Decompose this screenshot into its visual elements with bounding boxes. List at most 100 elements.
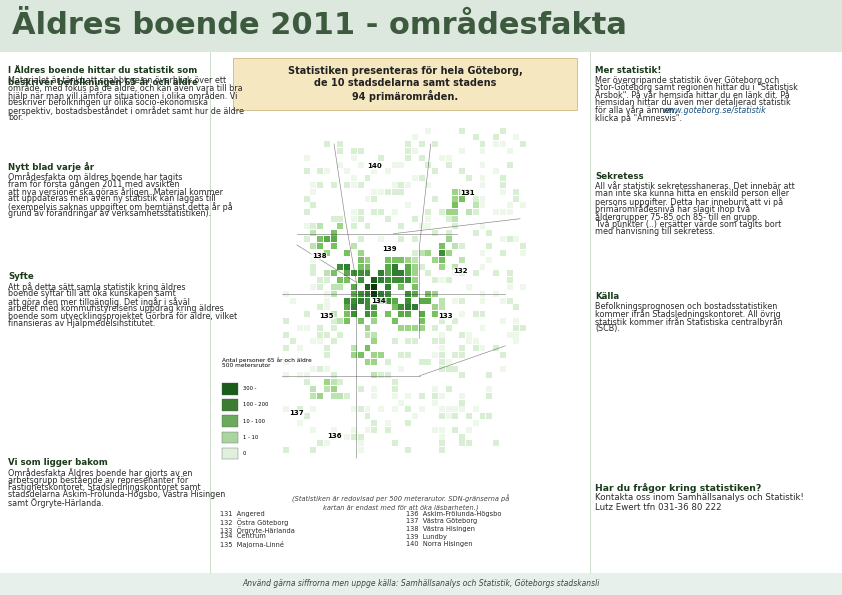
- FancyBboxPatch shape: [452, 414, 458, 419]
- FancyBboxPatch shape: [493, 168, 499, 174]
- FancyBboxPatch shape: [507, 284, 513, 290]
- FancyBboxPatch shape: [378, 155, 384, 161]
- FancyBboxPatch shape: [425, 298, 431, 303]
- FancyBboxPatch shape: [344, 318, 350, 324]
- FancyBboxPatch shape: [425, 128, 431, 134]
- FancyBboxPatch shape: [418, 318, 424, 324]
- FancyBboxPatch shape: [425, 291, 431, 297]
- FancyBboxPatch shape: [500, 128, 506, 134]
- FancyBboxPatch shape: [452, 264, 458, 270]
- FancyBboxPatch shape: [338, 277, 344, 283]
- FancyBboxPatch shape: [459, 400, 465, 406]
- FancyBboxPatch shape: [487, 243, 493, 249]
- FancyBboxPatch shape: [432, 325, 438, 331]
- FancyBboxPatch shape: [459, 406, 465, 412]
- FancyBboxPatch shape: [500, 176, 506, 181]
- FancyBboxPatch shape: [398, 325, 404, 331]
- FancyBboxPatch shape: [445, 325, 451, 331]
- FancyBboxPatch shape: [358, 148, 364, 154]
- FancyBboxPatch shape: [405, 257, 411, 263]
- FancyBboxPatch shape: [398, 284, 404, 290]
- FancyBboxPatch shape: [311, 393, 317, 399]
- FancyBboxPatch shape: [392, 209, 397, 215]
- FancyBboxPatch shape: [432, 196, 438, 202]
- FancyBboxPatch shape: [459, 128, 465, 134]
- FancyBboxPatch shape: [351, 209, 357, 215]
- FancyBboxPatch shape: [331, 230, 337, 236]
- FancyBboxPatch shape: [480, 202, 486, 208]
- FancyBboxPatch shape: [338, 331, 344, 337]
- FancyBboxPatch shape: [405, 271, 411, 277]
- FancyBboxPatch shape: [324, 352, 330, 358]
- FancyBboxPatch shape: [284, 345, 290, 351]
- FancyBboxPatch shape: [418, 298, 424, 303]
- FancyBboxPatch shape: [425, 209, 431, 215]
- FancyBboxPatch shape: [371, 427, 377, 433]
- FancyBboxPatch shape: [317, 236, 323, 242]
- FancyBboxPatch shape: [371, 168, 377, 174]
- FancyBboxPatch shape: [358, 257, 364, 263]
- Text: 135  Majorna-Linné: 135 Majorna-Linné: [220, 541, 284, 548]
- FancyBboxPatch shape: [311, 406, 317, 412]
- FancyBboxPatch shape: [432, 168, 438, 174]
- FancyBboxPatch shape: [412, 277, 418, 283]
- FancyBboxPatch shape: [311, 243, 317, 249]
- FancyBboxPatch shape: [284, 318, 290, 324]
- Text: 139  Lundby: 139 Lundby: [406, 534, 447, 540]
- FancyBboxPatch shape: [324, 379, 330, 385]
- FancyBboxPatch shape: [445, 230, 451, 236]
- FancyBboxPatch shape: [459, 434, 465, 440]
- FancyBboxPatch shape: [459, 352, 465, 358]
- FancyBboxPatch shape: [418, 155, 424, 161]
- FancyBboxPatch shape: [439, 447, 445, 453]
- FancyBboxPatch shape: [405, 182, 411, 188]
- FancyBboxPatch shape: [418, 250, 424, 256]
- FancyBboxPatch shape: [398, 366, 404, 372]
- FancyBboxPatch shape: [425, 250, 431, 256]
- FancyBboxPatch shape: [392, 305, 397, 311]
- FancyBboxPatch shape: [392, 264, 397, 270]
- FancyBboxPatch shape: [432, 277, 438, 283]
- FancyBboxPatch shape: [507, 148, 513, 154]
- FancyBboxPatch shape: [418, 176, 424, 181]
- Text: Fastighetskontoret, Stadsledningskontoret samt: Fastighetskontoret, Stadsledningskontore…: [8, 483, 200, 492]
- FancyBboxPatch shape: [466, 414, 472, 419]
- FancyBboxPatch shape: [324, 345, 330, 351]
- FancyBboxPatch shape: [317, 393, 323, 399]
- Text: arbetsgrupp bestående av represenanter för: arbetsgrupp bestående av represenanter f…: [8, 475, 189, 486]
- FancyBboxPatch shape: [351, 352, 357, 358]
- FancyBboxPatch shape: [358, 440, 364, 446]
- FancyBboxPatch shape: [398, 189, 404, 195]
- FancyBboxPatch shape: [487, 257, 493, 263]
- FancyBboxPatch shape: [358, 216, 364, 222]
- FancyBboxPatch shape: [459, 331, 465, 337]
- FancyBboxPatch shape: [514, 305, 520, 311]
- FancyBboxPatch shape: [0, 52, 842, 573]
- FancyBboxPatch shape: [452, 202, 458, 208]
- Text: Använd gärna siffrorna men uppge källa: Samhällsanalys och Statistik, Göteborgs : Använd gärna siffrorna men uppge källa: …: [242, 580, 600, 588]
- FancyBboxPatch shape: [459, 189, 465, 195]
- FancyBboxPatch shape: [445, 414, 451, 419]
- FancyBboxPatch shape: [480, 223, 486, 229]
- FancyBboxPatch shape: [371, 189, 377, 195]
- FancyBboxPatch shape: [304, 155, 310, 161]
- FancyBboxPatch shape: [480, 196, 486, 202]
- Text: 10 - 100: 10 - 100: [242, 418, 265, 424]
- FancyBboxPatch shape: [371, 291, 377, 297]
- FancyBboxPatch shape: [405, 352, 411, 358]
- FancyBboxPatch shape: [412, 148, 418, 154]
- FancyBboxPatch shape: [385, 298, 391, 303]
- FancyBboxPatch shape: [324, 386, 330, 392]
- FancyBboxPatch shape: [514, 236, 520, 242]
- FancyBboxPatch shape: [500, 141, 506, 147]
- FancyBboxPatch shape: [304, 236, 310, 242]
- FancyBboxPatch shape: [358, 298, 364, 303]
- FancyBboxPatch shape: [459, 257, 465, 263]
- Text: 135: 135: [319, 313, 333, 319]
- FancyBboxPatch shape: [317, 182, 323, 188]
- FancyBboxPatch shape: [365, 427, 370, 433]
- FancyBboxPatch shape: [459, 393, 465, 399]
- Text: 133: 133: [439, 313, 453, 319]
- FancyBboxPatch shape: [378, 209, 384, 215]
- FancyBboxPatch shape: [459, 311, 465, 317]
